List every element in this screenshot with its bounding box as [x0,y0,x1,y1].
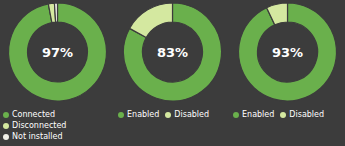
slices [238,3,336,101]
donut-slice [54,3,57,22]
legend-swatch [233,112,239,118]
legend-label: Enabled [242,109,274,120]
chart-panel: 93% Enabled Disabled [230,0,345,146]
donut-slice [130,3,173,38]
legend-label: Enabled [127,109,159,120]
legend-swatch [3,112,9,118]
legend-swatch [118,112,124,118]
legend-label: Connected [12,109,55,120]
chart-panel: 97% ConnectedDisconnectedNot installed [0,0,115,146]
legend-item: Enabled [118,109,159,120]
legend-label: Disabled [289,109,324,120]
slices [124,3,222,101]
legend-swatch [3,123,9,129]
center-label: 83% [157,45,188,60]
legend-item: Enabled [233,109,274,120]
chart-panel: 83% Enabled Disabled [115,0,230,146]
legend: Enabled Disabled [230,109,345,120]
center-label: 93% [272,45,303,60]
legend-item: Disabled [280,109,324,120]
legend-item: Not installed [3,131,63,142]
legend-item: Disconnected [3,120,66,131]
donut-slice [267,3,288,25]
legend-item: Disabled [165,109,209,120]
donut-slice [9,3,107,101]
donut-slice [124,3,222,101]
legend-item: Connected [3,109,55,120]
slices [9,3,107,101]
legend-label: Not installed [12,131,63,142]
legend-swatch [280,112,286,118]
legend-label: Disconnected [12,120,66,131]
legend-swatch [165,112,171,118]
legend-label: Disabled [174,109,209,120]
chart-row: 97%ConnectedDisconnectedNot installed83%… [0,0,345,146]
legend-swatch [3,134,9,140]
legend: Enabled Disabled [115,109,230,120]
donut-chart: 93% [230,0,345,106]
donut-chart: 83% [115,0,230,106]
center-label: 97% [42,45,73,60]
donut-chart: 97% [0,0,115,106]
donut-slice [238,3,336,101]
legend: ConnectedDisconnectedNot installed [0,109,115,142]
